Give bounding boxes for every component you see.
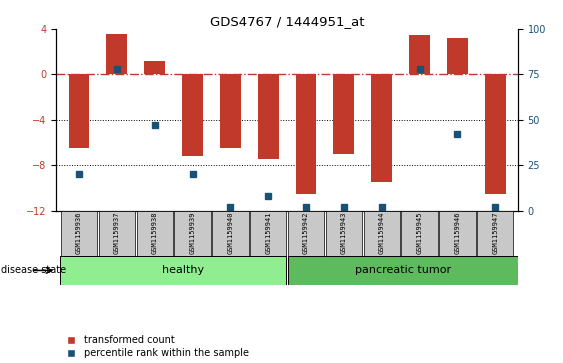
Bar bbox=[326, 211, 362, 256]
Text: pancreatic tumor: pancreatic tumor bbox=[355, 265, 451, 276]
Bar bbox=[333, 74, 354, 154]
Bar bbox=[99, 211, 135, 256]
Text: healthy: healthy bbox=[162, 265, 204, 276]
Text: GSM1159943: GSM1159943 bbox=[341, 212, 347, 254]
Bar bbox=[106, 34, 127, 74]
Text: GSM1159942: GSM1159942 bbox=[303, 212, 309, 254]
Bar bbox=[250, 211, 287, 256]
Bar bbox=[61, 211, 97, 256]
Bar bbox=[220, 74, 241, 148]
Bar bbox=[175, 211, 211, 256]
Bar bbox=[60, 256, 287, 285]
Bar bbox=[296, 74, 316, 193]
Text: GSM1159938: GSM1159938 bbox=[151, 212, 158, 254]
Text: disease state: disease state bbox=[1, 265, 66, 276]
Bar bbox=[477, 211, 513, 256]
Text: GSM1159936: GSM1159936 bbox=[76, 212, 82, 254]
Bar bbox=[372, 74, 392, 182]
Bar bbox=[258, 74, 279, 159]
Text: GSM1159941: GSM1159941 bbox=[265, 212, 271, 254]
Text: GSM1159939: GSM1159939 bbox=[190, 212, 195, 254]
Legend: transformed count, percentile rank within the sample: transformed count, percentile rank withi… bbox=[61, 335, 248, 358]
Bar bbox=[144, 61, 165, 74]
Text: GSM1159944: GSM1159944 bbox=[379, 212, 385, 254]
Text: GSM1159947: GSM1159947 bbox=[492, 212, 498, 254]
Bar bbox=[136, 211, 173, 256]
Text: GSM1159946: GSM1159946 bbox=[454, 212, 461, 254]
Title: GDS4767 / 1444951_at: GDS4767 / 1444951_at bbox=[210, 15, 364, 28]
Bar bbox=[447, 38, 468, 74]
Bar bbox=[288, 211, 324, 256]
Bar bbox=[485, 74, 506, 193]
Bar bbox=[212, 211, 248, 256]
Text: GSM1159937: GSM1159937 bbox=[114, 212, 120, 254]
Bar bbox=[364, 211, 400, 256]
Bar bbox=[401, 211, 438, 256]
Bar bbox=[69, 74, 90, 148]
Bar bbox=[288, 256, 518, 285]
Text: GSM1159940: GSM1159940 bbox=[227, 212, 234, 254]
Bar bbox=[409, 35, 430, 74]
Bar bbox=[182, 74, 203, 156]
Bar bbox=[439, 211, 476, 256]
Text: GSM1159945: GSM1159945 bbox=[417, 212, 423, 254]
